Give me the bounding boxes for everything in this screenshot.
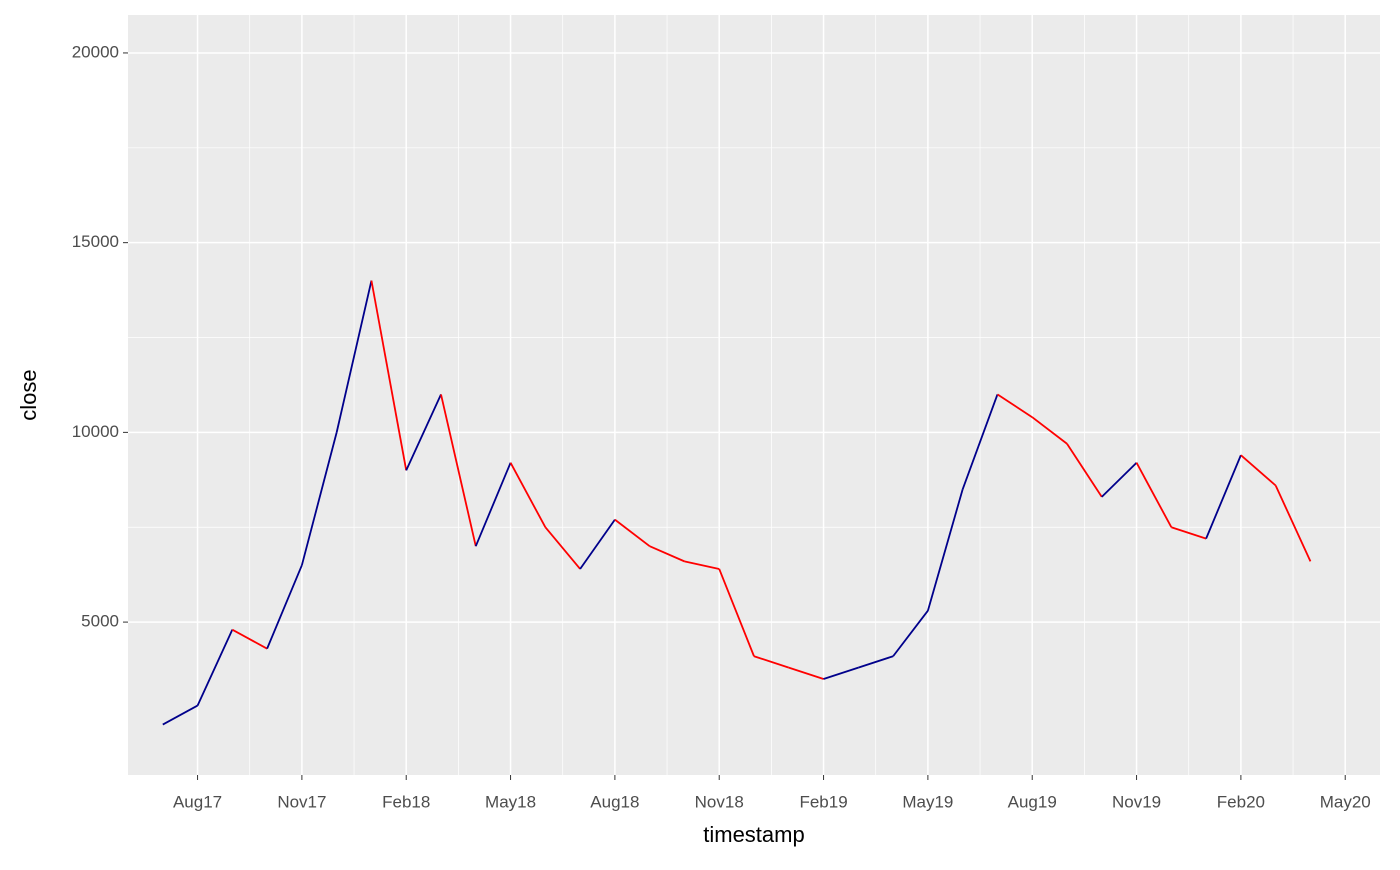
price-segment <box>1171 526 1207 540</box>
price-segment <box>614 518 651 547</box>
x-tick-label: Aug18 <box>590 792 639 811</box>
x-tick-label: Aug17 <box>173 792 222 811</box>
x-tick-label: Nov18 <box>695 792 744 811</box>
panel <box>128 15 1380 775</box>
price-segment <box>544 526 581 570</box>
price-segment <box>231 628 268 650</box>
price-segment <box>961 394 999 490</box>
x-tick-label: Feb19 <box>799 792 847 811</box>
price-segment <box>823 666 859 680</box>
price-segment <box>579 519 616 570</box>
price-segment <box>440 394 477 547</box>
x-tick-label: May20 <box>1320 792 1371 811</box>
price-segment <box>1031 416 1068 445</box>
price-segment <box>996 393 1033 418</box>
price-segment <box>788 666 824 680</box>
y-tick-label: 15000 <box>72 232 119 251</box>
price-segment <box>1205 454 1242 539</box>
price-segment <box>370 280 408 471</box>
price-segment <box>753 655 790 669</box>
price-segment <box>684 560 720 570</box>
x-tick-label: Feb20 <box>1217 792 1265 811</box>
price-segment <box>858 655 894 669</box>
price-segment <box>649 545 685 563</box>
price-segment <box>1135 462 1173 528</box>
price-segment <box>927 489 964 611</box>
price-segment <box>509 462 547 528</box>
price-segment <box>162 704 198 726</box>
x-tick-label: Nov19 <box>1112 792 1161 811</box>
y-tick-label: 20000 <box>72 42 119 61</box>
price-segment <box>1101 462 1138 498</box>
price-segment <box>301 432 338 566</box>
price-segment <box>196 629 234 706</box>
price-segment <box>474 462 512 547</box>
y-axis-title: close <box>16 369 41 420</box>
price-segment <box>1274 485 1312 562</box>
x-tick-label: Feb18 <box>382 792 430 811</box>
x-tick-label: Nov17 <box>277 792 326 811</box>
x-axis-title: timestamp <box>703 822 804 847</box>
price-segment <box>892 610 929 657</box>
price-segment <box>405 394 442 471</box>
price-segment <box>266 564 303 649</box>
x-tick-label: May19 <box>902 792 953 811</box>
x-tick-label: May18 <box>485 792 536 811</box>
price-segment <box>335 280 373 433</box>
price-segment <box>718 568 755 657</box>
price-segment <box>1240 454 1277 487</box>
y-tick-label: 10000 <box>72 422 119 441</box>
y-tick-label: 5000 <box>81 612 119 631</box>
price-segment <box>1066 443 1103 498</box>
x-tick-label: Aug19 <box>1008 792 1057 811</box>
